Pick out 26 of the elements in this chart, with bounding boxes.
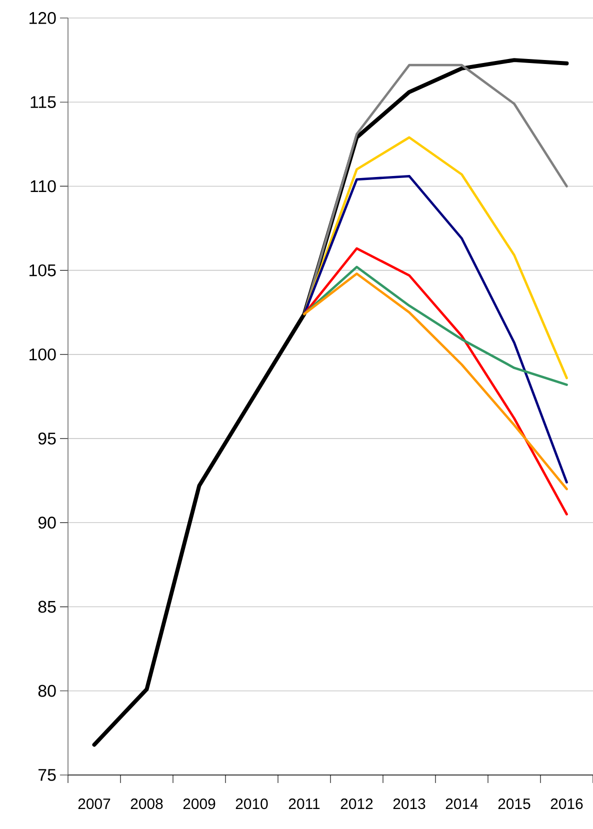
x-tick-label: 2010 xyxy=(236,798,268,810)
y-tick-label: 90 xyxy=(38,516,56,529)
x-tick-label: 2015 xyxy=(498,798,530,810)
y-tick-label: 115 xyxy=(30,96,56,108)
y-tick-label: 80 xyxy=(38,684,56,697)
y-tick-label: 110 xyxy=(30,180,56,192)
y-tick-label: 105 xyxy=(29,264,56,276)
y-tick-label: 95 xyxy=(38,432,56,445)
line-series xyxy=(302,174,568,484)
line-series xyxy=(302,64,568,316)
y-tick-label: 120 xyxy=(29,12,56,24)
x-tick-label: 2012 xyxy=(340,798,372,810)
line-series xyxy=(302,136,568,380)
x-tick-label: 2008 xyxy=(130,798,163,810)
x-tick-label: 2014 xyxy=(446,798,478,810)
line-series xyxy=(302,247,568,516)
x-tick-label: 2009 xyxy=(183,798,215,810)
y-tick-label: 85 xyxy=(38,600,56,613)
x-tick-label: 2011 xyxy=(288,798,320,810)
y-tick-label: 100 xyxy=(29,348,56,360)
x-tick-label: 2013 xyxy=(393,798,426,810)
line-series xyxy=(302,266,568,386)
x-tick-label: 2007 xyxy=(78,798,110,810)
x-tick-label: 2016 xyxy=(550,798,583,810)
line-series xyxy=(302,272,568,490)
y-tick-label: 75 xyxy=(38,769,56,781)
